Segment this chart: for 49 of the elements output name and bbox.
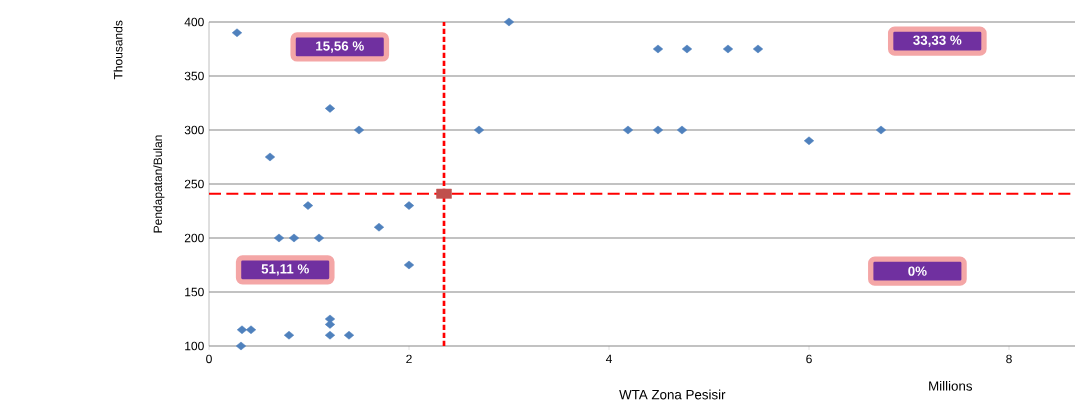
point — [403, 201, 415, 210]
point — [622, 125, 634, 135]
point — [681, 44, 693, 54]
x-tick-label: 2 — [406, 354, 412, 364]
y-axis-title: Pendapatan/Bulan — [153, 135, 165, 233]
y-tick-label: 400 — [184, 17, 204, 27]
y-tick-label: 250 — [184, 179, 204, 189]
point — [353, 125, 365, 135]
point — [283, 330, 295, 340]
point — [235, 341, 247, 351]
point — [245, 325, 257, 335]
x-tick-label: 4 — [605, 354, 612, 363]
point — [231, 28, 243, 38]
text: Thousands — [113, 20, 123, 80]
y-tick-label: 100 — [185, 341, 204, 351]
annotation: 33,33 % — [913, 35, 962, 47]
point — [313, 233, 325, 243]
x-axis-title: WTA Zona Pesisir — [619, 389, 726, 400]
point — [236, 325, 248, 335]
point — [503, 17, 515, 27]
point — [324, 320, 336, 329]
point — [722, 44, 734, 54]
point — [652, 125, 664, 135]
point — [343, 330, 355, 340]
text: Millions — [929, 380, 973, 391]
annotation: 51,11 % — [261, 264, 309, 276]
y-tick-label: 200 — [184, 233, 204, 243]
point — [324, 104, 336, 113]
x-tick-label: 6 — [806, 354, 812, 364]
point — [288, 233, 300, 243]
annotation: 15,56 % — [316, 41, 364, 53]
point — [264, 152, 276, 162]
y-tick-label: 300 — [184, 125, 204, 135]
point — [403, 260, 415, 270]
point — [875, 125, 887, 135]
point — [752, 44, 764, 54]
x-tick-label: 8 — [1006, 354, 1012, 364]
point — [803, 136, 815, 146]
point — [302, 201, 314, 210]
annotation: 0% — [908, 266, 927, 276]
y-tick-label: 350 — [184, 71, 204, 81]
point — [473, 125, 485, 135]
point — [324, 330, 336, 340]
point — [273, 233, 285, 243]
y-tick-label: 150 — [185, 287, 204, 297]
x-tick-label: 0 — [206, 354, 212, 364]
point — [652, 44, 664, 54]
point — [676, 125, 688, 135]
point — [373, 222, 385, 232]
